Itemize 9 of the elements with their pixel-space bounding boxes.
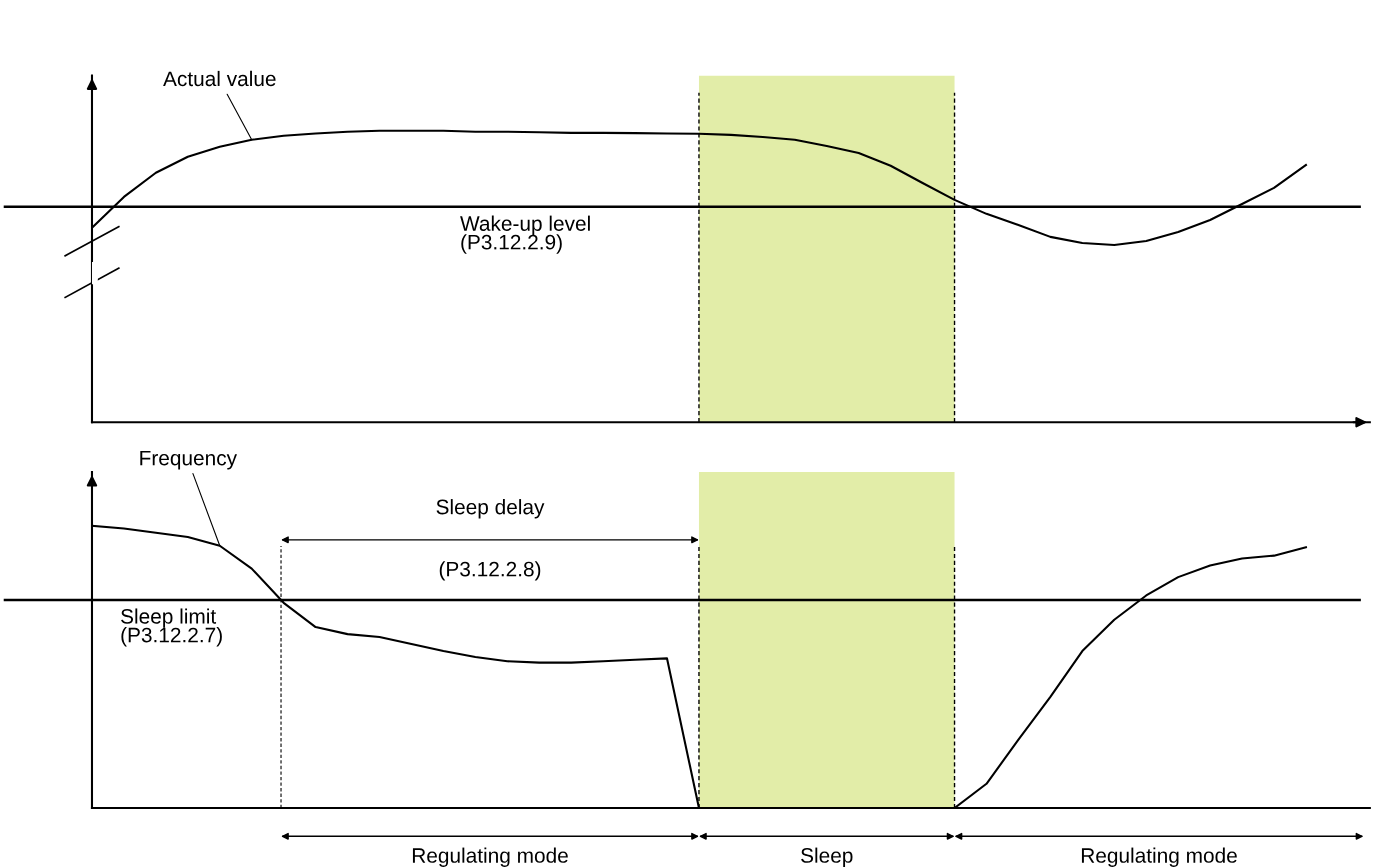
- text: Sleep delay: [436, 499, 545, 519]
- text: Frequency: [140, 450, 237, 470]
- text: Sleep: [801, 847, 853, 867]
- text: Regulating mode: [412, 847, 568, 867]
- text: Regulating mode: [1081, 847, 1237, 867]
- ref-line-label: Wake-up level (P3.12.2.9): [460, 215, 590, 254]
- annotation: (P3.12.2.8): [439, 561, 541, 581]
- text: Actual value: [163, 70, 276, 87]
- ref-line-label: Sleep limit (P3.12.2.7): [121, 608, 222, 647]
